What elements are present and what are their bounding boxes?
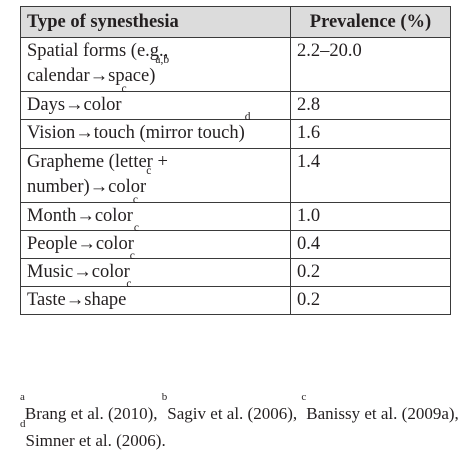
prevalence-cell: 1.4 <box>290 148 451 203</box>
type-cell: People→colorc <box>20 222 291 259</box>
table-row: Vision→touch (mirror touch)d 1.6 <box>20 111 451 149</box>
type-label: Taste→shape <box>27 290 127 310</box>
type-label: Music→color <box>27 262 130 282</box>
table-row: Taste→shapec 0.2 <box>20 278 451 315</box>
footnote-mark: c <box>301 391 307 403</box>
footnote-text: Banissy et al. (2009a), <box>306 404 459 423</box>
type-label: Days→color <box>27 95 122 115</box>
table-row: Music→colorc 0.2 <box>20 250 451 287</box>
footnote-text: Sagiv et al. (2006), <box>167 404 302 423</box>
type-cell: Spatial forms (e.g., calendar→space)a,b <box>20 37 291 92</box>
column-header-type: Type of synesthesia <box>20 6 291 38</box>
prevalence-cell: 1.6 <box>290 119 451 149</box>
prevalence-cell: 2.2–20.0 <box>290 37 451 92</box>
footnote-marker: c <box>126 278 132 290</box>
prevalence-cell: 1.0 <box>290 202 451 231</box>
footnote-mark: d <box>20 418 26 430</box>
type-label: People→color <box>27 234 134 254</box>
footnote-mark: b <box>161 391 168 403</box>
type-cell: Grapheme (letter + number)→colorc <box>20 148 291 203</box>
type-cell: Vision→touch (mirror touch)d <box>20 111 291 149</box>
type-label: Spatial forms (e.g., calendar→space) <box>27 41 169 86</box>
prevalence-cell: 0.2 <box>290 286 451 315</box>
footnote-text: Simner et al. (2006). <box>25 431 166 450</box>
prevalence-cell: 0.4 <box>290 230 451 259</box>
type-label: Month→color <box>27 206 133 226</box>
footnote-marker: c <box>129 250 135 262</box>
table-row: Days→colorc 2.8 <box>20 83 451 120</box>
table-row: People→colorc 0.4 <box>20 222 451 259</box>
synesthesia-prevalence-table: Type of synesthesia Prevalence (%) Spati… <box>20 6 451 315</box>
type-cell: Taste→shapec <box>20 278 291 315</box>
table-row: Month→colorc 1.0 <box>20 194 451 231</box>
footnote-text: Brang et al. (2010), <box>24 404 162 423</box>
footnote-marker: c <box>132 194 138 206</box>
footnote-marker: a,b <box>155 54 170 66</box>
prevalence-cell: 2.8 <box>290 91 451 120</box>
type-cell: Music→colorc <box>20 250 291 287</box>
prevalence-cell: 0.2 <box>290 258 451 287</box>
footnote-marker: c <box>146 165 152 177</box>
type-label: Vision→touch (mirror touch) <box>27 123 245 143</box>
type-cell: Month→colorc <box>20 194 291 231</box>
footnote-marker: c <box>121 83 127 95</box>
table-footnotes: aBrang et al. (2010), bSagiv et al. (200… <box>20 392 460 454</box>
footnote-marker: c <box>133 222 139 234</box>
type-label: Grapheme (letter + number)→color <box>27 152 168 197</box>
footnote-marker: d <box>244 111 251 123</box>
table-header-row: Type of synesthesia Prevalence (%) <box>20 6 451 38</box>
table-row: Grapheme (letter + number)→colorc 1.4 <box>20 148 451 203</box>
synesthesia-table-container: Type of synesthesia Prevalence (%) Spati… <box>20 6 451 315</box>
column-header-prevalence: Prevalence (%) <box>290 6 451 38</box>
table-row: Spatial forms (e.g., calendar→space)a,b … <box>20 37 451 92</box>
type-cell: Days→colorc <box>20 83 291 120</box>
footnote-mark: a <box>20 391 25 403</box>
